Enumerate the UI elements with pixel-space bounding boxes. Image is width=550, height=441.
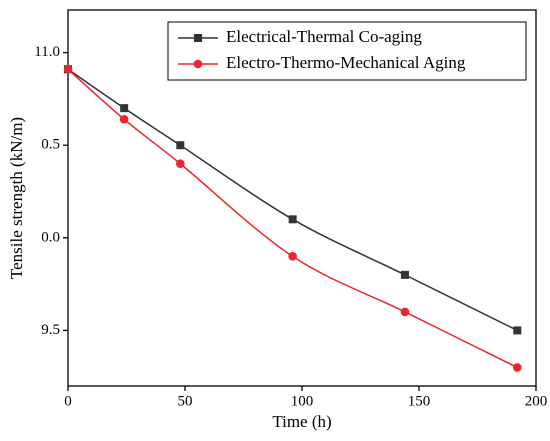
marker [176,159,185,169]
x-tick-label: 150 [408,393,431,409]
marker [288,252,297,261]
x-tick-label: 50 [178,393,193,409]
legend-marker [194,34,202,42]
y-tick-label: 9.5 [41,322,60,338]
marker [512,363,522,372]
marker [513,326,522,335]
x-tick-label: 200 [525,393,548,409]
legend-label: Electro-Thermo-Mechanical Aging [226,53,466,72]
y-axis-label: Tensile strength (kN/m) [7,117,26,279]
y-tick-label: 0.5 [41,137,60,153]
marker [288,215,297,224]
y-tick-label: 11.0 [34,44,60,60]
marker [176,141,185,150]
y-tick-label: 0.0 [41,229,60,245]
marker [119,114,129,124]
x-tick-label: 100 [291,393,314,409]
marker [400,270,409,279]
series-line [67,68,518,332]
marker [400,307,410,317]
legend-label: Electrical-Thermal Co-aging [226,27,422,46]
legend-marker [193,59,203,69]
x-axis-label: Time (h) [272,412,331,431]
marker [120,104,129,113]
x-tick-label: 0 [64,393,72,409]
legend-box [167,21,527,81]
marker [63,64,73,74]
